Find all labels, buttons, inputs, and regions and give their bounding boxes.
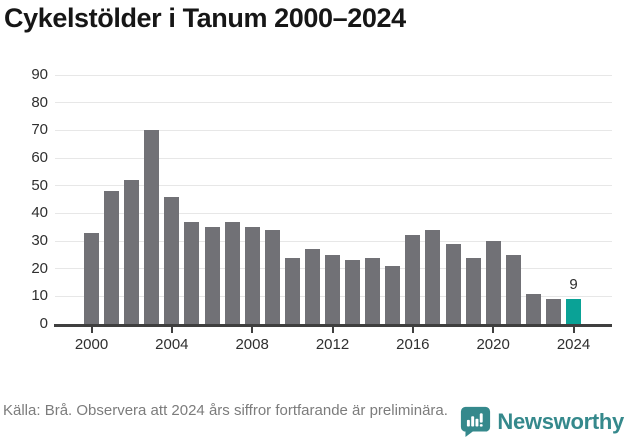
bar-2002	[124, 180, 140, 324]
bar-2022	[525, 293, 541, 324]
y-tick-label: 40	[31, 204, 48, 222]
x-tick-label: 2008	[235, 336, 269, 353]
bar-2012	[325, 254, 340, 324]
x-tick-label: 2020	[476, 336, 510, 353]
y-tick-label: 90	[31, 66, 48, 83]
bar-2000	[84, 232, 99, 324]
bar-2001	[104, 191, 120, 324]
bar-2024	[566, 299, 581, 324]
bar-2015	[385, 265, 401, 324]
y-tick-label: 60	[31, 149, 48, 166]
bar-2016	[405, 235, 421, 324]
x-axis-line	[54, 324, 612, 327]
bar-2018	[445, 243, 461, 324]
x-tick-2012	[331, 327, 334, 333]
gridline-90	[55, 74, 612, 76]
y-axis-labels: 0 10 20 30 40 50 60 70 80 90	[0, 67, 48, 332]
x-tick-2024	[572, 327, 575, 333]
y-tick-label: 30	[31, 232, 48, 249]
newsworthy-logo[interactable]: Newsworthy	[460, 406, 624, 437]
plot-area: 2000 2004 2008 2012 2016 2020 2024 9	[54, 74, 612, 353]
y-tick-label: 70	[31, 121, 48, 139]
x-tick-label: 2016	[396, 336, 430, 353]
bar-2006	[204, 227, 220, 324]
bar-2020	[485, 241, 501, 324]
bar-2009	[264, 229, 280, 324]
newsworthy-bubble-chart-icon	[460, 406, 491, 437]
x-tick-2020	[492, 327, 495, 333]
gridline-80	[55, 102, 612, 104]
bar-2010	[284, 257, 300, 324]
bar-2004	[164, 196, 180, 324]
bar-2013	[345, 260, 361, 324]
bar-2023	[545, 299, 561, 324]
bar-2011	[304, 249, 320, 324]
highlight-value-label: 9	[569, 276, 578, 294]
y-tick-label: 0	[39, 315, 48, 332]
bar-2007	[224, 221, 240, 324]
bar-2003	[144, 130, 160, 324]
bar-2005	[184, 221, 200, 324]
x-tick-2016	[411, 327, 414, 333]
bar-2019	[465, 257, 481, 324]
gridline-70	[55, 129, 612, 131]
source-note: Källa: Brå. Observera att 2024 års siffr…	[3, 402, 448, 419]
y-tick-label: 80	[31, 93, 48, 111]
bar-2021	[505, 254, 521, 324]
x-tick-label: 2012	[315, 336, 350, 353]
bar-2008	[244, 227, 260, 324]
y-tick-label: 20	[31, 259, 48, 277]
gridline-30	[55, 240, 612, 242]
x-tick-label: 2024	[556, 336, 591, 353]
x-tick-label: 2004	[155, 336, 189, 353]
x-tick-label: 2000	[74, 336, 109, 353]
gridline-40	[55, 212, 612, 214]
x-tick-2008	[251, 327, 254, 333]
newsworthy-wordmark: Newsworthy	[497, 408, 624, 434]
chart-title: Cykelstölder i Tanum 2000–2024	[4, 3, 406, 33]
y-tick-label: 10	[31, 287, 48, 305]
y-tick-label: 50	[31, 176, 48, 194]
bar-2017	[425, 229, 441, 324]
gridline-50	[55, 185, 612, 187]
bar-2014	[365, 257, 381, 324]
x-tick-2000	[90, 327, 93, 333]
gridline-60	[55, 157, 612, 159]
x-tick-2004	[170, 327, 173, 333]
